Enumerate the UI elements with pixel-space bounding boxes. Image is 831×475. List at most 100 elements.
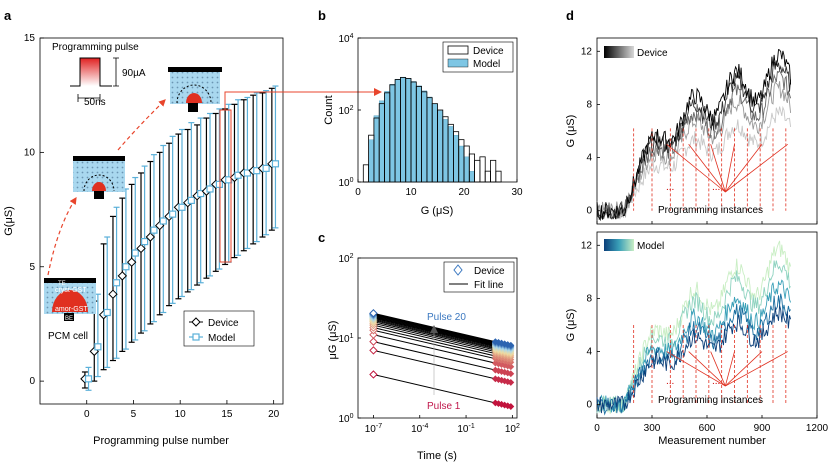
xtick-label-a: 20 xyxy=(268,409,280,420)
fit-line xyxy=(373,314,513,349)
legend-model-a: Model xyxy=(208,333,235,344)
ytick-label-a: 5 xyxy=(29,262,35,273)
legend-device-a: Device xyxy=(208,318,239,329)
xtick-label-a: 15 xyxy=(221,409,233,420)
marker-model xyxy=(187,196,195,205)
legend-c: Device Fit line xyxy=(443,261,515,293)
ytick-label-c: 102 xyxy=(338,253,353,265)
bar-model xyxy=(400,76,406,183)
xtick-label-d: 0 xyxy=(594,423,600,434)
marker-model xyxy=(225,176,233,184)
ticks-a: 0 5 10 15 20 0 5 10 15 xyxy=(24,33,280,420)
traces-d-bottom xyxy=(596,240,792,416)
pcm-cell-caption: PCM cell xyxy=(48,331,88,342)
marker-device xyxy=(136,243,146,254)
legend-device-d: Device xyxy=(637,48,668,59)
ylabel-c: μG (μS) xyxy=(327,321,339,360)
marker-model xyxy=(122,263,130,271)
xlabel-c: Time (s) xyxy=(417,450,457,462)
pulse-shape xyxy=(80,58,100,86)
amplitude-bracket xyxy=(113,57,119,87)
legend-model-marker xyxy=(192,333,200,341)
ticks-b: 0 10 20 30 100 102 104 xyxy=(338,33,523,198)
panel-c: 10-7 10-4 10-1 102 100 101 102 Time (s) μG (μS… xyxy=(327,253,520,462)
panel-d: 0 4 8 12 0 4 8 12 0 300 600 900 1200 Measurement num… xyxy=(565,37,829,447)
bar-model xyxy=(405,78,412,183)
xtick-label-a: 0 xyxy=(84,409,90,420)
fit-line xyxy=(373,321,513,355)
marker-model xyxy=(131,249,139,257)
fit-line xyxy=(373,317,513,352)
programming-fan-line xyxy=(724,144,735,193)
ylabel-d-top: G (μS) xyxy=(565,115,577,148)
marker-model xyxy=(141,237,149,246)
prog-instances-bottom: Programming instances xyxy=(658,395,763,406)
bar-model xyxy=(442,119,449,183)
layer-cryst: cryst-GST xyxy=(55,287,87,294)
ytick-label-d: 0 xyxy=(586,400,592,411)
trace xyxy=(596,80,792,220)
marker-model xyxy=(84,375,93,383)
pulse-guide-arrowhead xyxy=(430,325,438,333)
histogram-b xyxy=(362,76,502,183)
pcm-cell-1: TE cryst-GST amor-GST BE xyxy=(44,278,96,322)
bar-model xyxy=(437,110,443,183)
legend-device-marker xyxy=(191,317,201,327)
legend-model-d: Model xyxy=(637,241,664,252)
fit-line xyxy=(373,314,513,348)
fit-line xyxy=(373,329,513,364)
ytick-label-b: 100 xyxy=(338,177,353,189)
marker-model xyxy=(159,217,167,225)
programming-fan-line xyxy=(725,143,788,193)
ellipsis-d-bottom-1: ... xyxy=(666,376,674,387)
legend-a: Device Model xyxy=(183,310,255,347)
xtick-label-c: 10-1 xyxy=(457,423,474,435)
marker-device xyxy=(117,271,128,281)
panel-label-b: b xyxy=(318,8,326,23)
xtick-label-c: 102 xyxy=(505,423,520,435)
ytick-label-b: 104 xyxy=(338,33,353,45)
fit-line xyxy=(373,324,513,358)
highlight-arrow xyxy=(224,92,380,110)
bar-model xyxy=(384,91,390,183)
bar-model xyxy=(373,115,380,183)
marker-device xyxy=(126,257,137,267)
bar-device xyxy=(490,159,497,183)
marker-model xyxy=(169,210,177,218)
device-point xyxy=(507,341,515,349)
bar-model xyxy=(416,85,422,183)
bar-model xyxy=(453,135,459,183)
bar-device xyxy=(484,170,491,183)
fit-line xyxy=(373,316,513,350)
fit-line xyxy=(373,322,513,357)
bar-model xyxy=(368,139,375,183)
device-point xyxy=(369,309,378,318)
bar-model xyxy=(421,90,428,183)
ylabel-b: Count xyxy=(323,95,335,124)
fit-line xyxy=(373,318,513,353)
device-point xyxy=(507,379,515,386)
device-point xyxy=(369,337,378,346)
programming-fan-line xyxy=(725,144,763,193)
panel-label-d: d xyxy=(566,8,574,23)
legend-d-model-swatch xyxy=(604,239,634,251)
fit-line xyxy=(373,312,513,347)
xtick-label-d: 600 xyxy=(699,423,716,434)
fit-line xyxy=(373,317,513,351)
layer-be: BE xyxy=(65,316,73,322)
layer-amor: amor-GST xyxy=(55,306,88,313)
xtick-label-d: 900 xyxy=(754,423,771,434)
pulse-outline xyxy=(70,57,112,87)
ticks-c: 10-7 10-4 10-1 102 100 101 102 xyxy=(338,253,519,435)
bar-device xyxy=(495,170,502,183)
marker-model xyxy=(197,189,205,198)
trace xyxy=(596,279,792,413)
xtick-label-a: 10 xyxy=(175,409,187,420)
marker-device xyxy=(108,289,118,299)
programming-fan-line xyxy=(688,144,726,193)
programming-fan-line xyxy=(666,143,726,193)
xtick-label-b: 10 xyxy=(405,187,417,198)
trace xyxy=(596,305,792,414)
marker-model xyxy=(178,203,186,211)
